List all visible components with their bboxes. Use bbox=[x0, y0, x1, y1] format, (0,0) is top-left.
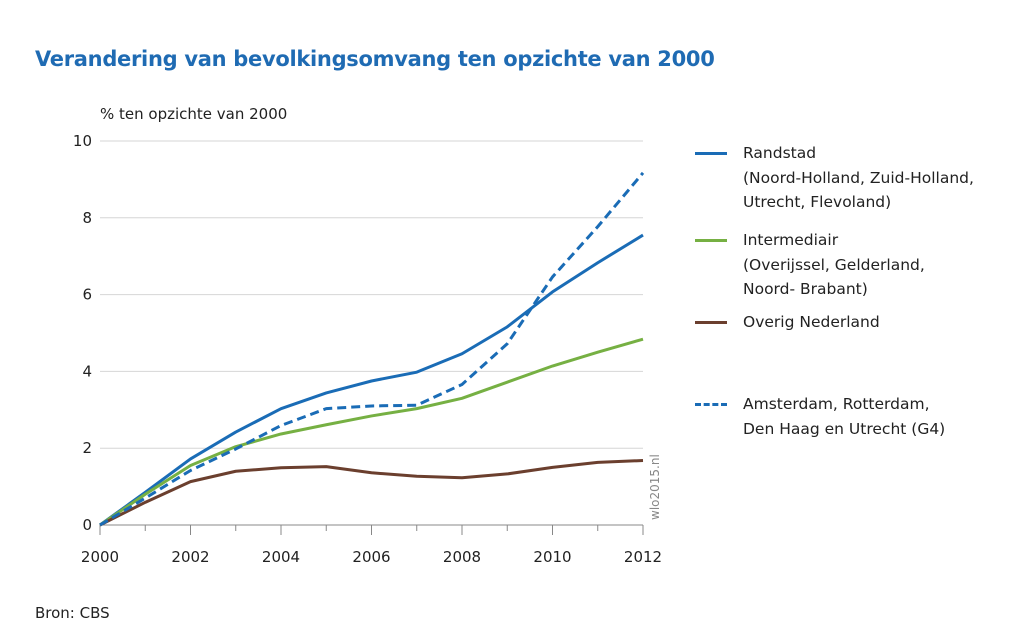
legend-label-line: Amsterdam, Rotterdam, bbox=[743, 395, 930, 413]
x-tick-label: 2002 bbox=[171, 548, 209, 566]
legend-label: Randstad (Noord-Holland, Zuid-Holland, Utr… bbox=[743, 141, 974, 215]
series-line-2 bbox=[99, 458, 644, 527]
y-tick-label: 8 bbox=[82, 209, 92, 227]
y-tick-label: 0 bbox=[82, 516, 92, 534]
legend-swatch bbox=[695, 152, 727, 155]
x-tick-label: 2008 bbox=[443, 548, 481, 566]
y-tick-label: 4 bbox=[82, 362, 92, 380]
legend-label-line: Utrecht, Flevoland) bbox=[743, 193, 892, 211]
series-line-1 bbox=[99, 337, 644, 527]
legend-label-line: (Noord-Holland, Zuid-Holland, bbox=[743, 168, 974, 187]
x-tick-label: 2010 bbox=[533, 548, 571, 566]
y-tick-label: 2 bbox=[82, 439, 92, 457]
x-tick-label: 2000 bbox=[81, 548, 119, 566]
legend-label-line: Intermediair bbox=[743, 231, 839, 249]
legend-label-line: Noord- Brabant) bbox=[743, 280, 868, 298]
x-tick-label: 2004 bbox=[262, 548, 300, 566]
legend-swatch bbox=[695, 239, 727, 242]
y-tick-label: 6 bbox=[82, 286, 92, 304]
legend-swatch bbox=[695, 321, 727, 324]
series-line-3 bbox=[99, 171, 645, 527]
legend-label: Overig Nederland bbox=[743, 310, 880, 335]
legend-label-line: Overig Nederland bbox=[743, 313, 880, 331]
legend-label: Intermediair (Overijssel, Gelderland, Noor… bbox=[743, 228, 925, 302]
source-note: Bron: CBS bbox=[35, 604, 110, 622]
legend-swatch bbox=[695, 403, 727, 406]
legend-label-line: Randstad bbox=[743, 144, 817, 162]
legend-label: Amsterdam, Rotterdam, Den Haag en Utrecht… bbox=[743, 392, 945, 441]
y-axis-label: % ten opzichte van 2000 bbox=[100, 105, 288, 123]
x-tick-label: 2012 bbox=[624, 548, 662, 566]
y-tick-label: 10 bbox=[73, 132, 92, 150]
legend-label-line: (Overijssel, Gelderland, bbox=[743, 255, 925, 274]
x-tick-label: 2006 bbox=[352, 548, 390, 566]
legend-label-line: Den Haag en Utrecht (G4) bbox=[743, 419, 946, 438]
watermark: wlo2015.nl bbox=[648, 454, 662, 520]
series-line-0 bbox=[99, 233, 644, 527]
chart-title: Verandering van bevolkingsomvang ten opz… bbox=[35, 47, 715, 71]
